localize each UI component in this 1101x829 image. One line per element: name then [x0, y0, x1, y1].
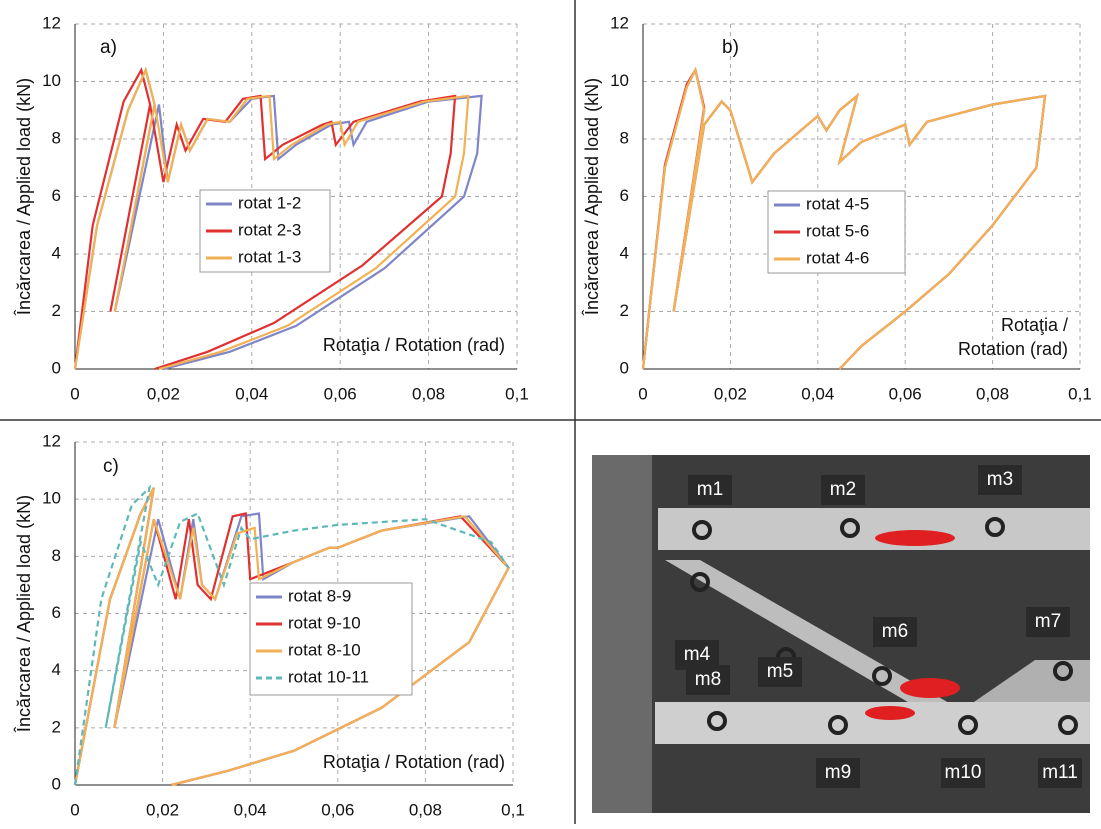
y-axis-label: Încărcarea / Applied load (kN) [14, 495, 34, 733]
panel-label: b) [722, 37, 739, 58]
y-tick-label: 4 [52, 243, 61, 262]
x-tick-label: 0 [638, 384, 647, 403]
y-tick-label: 6 [620, 186, 629, 205]
y-tick-label: 2 [620, 301, 629, 320]
legend-label: rotat 4-5 [806, 194, 869, 213]
marker-label: m3 [987, 469, 1013, 490]
marker-label-bg [978, 465, 1022, 495]
x-tick-label: 0,08 [412, 384, 445, 403]
x-tick-label: 0 [70, 384, 79, 403]
marker-label: m5 [767, 661, 793, 682]
marker-label-bg [816, 758, 860, 788]
marker-label: m10 [945, 762, 982, 783]
marker-label-bg [941, 758, 985, 788]
marker-label-bg [686, 665, 730, 695]
x-tick-label: 0,08 [976, 384, 1009, 403]
marker-label: m9 [825, 762, 851, 783]
marker-label-bg [873, 617, 917, 647]
y-tick-label: 6 [52, 186, 61, 205]
series-line [641, 66, 1047, 370]
x-axis-label: Rotaţia / [1001, 315, 1068, 335]
x-tick-label: 0,1 [505, 384, 529, 403]
y-tick-label: 0 [52, 774, 61, 793]
y-tick-label: 10 [42, 71, 61, 90]
photo [592, 455, 1090, 813]
x-tick-label: 0,04 [234, 800, 267, 819]
marker-label-bg [821, 475, 865, 505]
y-tick-label: 8 [52, 128, 61, 147]
legend-label: rotat 1-3 [238, 247, 301, 266]
marker-label-bg [688, 475, 732, 505]
series-line [73, 67, 457, 371]
y-tick-label: 8 [620, 128, 629, 147]
x-tick-label: 0,06 [889, 384, 922, 403]
x-tick-label: 0,08 [409, 800, 442, 819]
x-tick-label: 0 [70, 800, 79, 819]
marker-label-bg [758, 657, 802, 687]
y-tick-label: 8 [52, 546, 61, 565]
series-line [73, 66, 470, 371]
y-tick-label: 10 [610, 71, 629, 90]
x-axis-label: Rotaţia / Rotation (rad) [323, 335, 505, 355]
panel-label: c) [103, 456, 119, 477]
marker-label: m4 [684, 644, 711, 665]
marker-label: m2 [830, 479, 856, 500]
x-tick-label: 0,04 [235, 384, 268, 403]
y-tick-label: 4 [52, 660, 61, 679]
y-tick-label: 12 [610, 13, 629, 32]
panel-label: a) [100, 37, 117, 58]
y-tick-label: 12 [42, 431, 61, 450]
series-line [73, 487, 510, 787]
marker-label: m8 [695, 669, 721, 690]
y-tick-label: 2 [52, 717, 61, 736]
x-tick-label: 0,06 [321, 800, 354, 819]
x-tick-label: 0,1 [1068, 384, 1092, 403]
x-tick-label: 0,02 [146, 800, 179, 819]
y-tick-label: 10 [42, 489, 61, 508]
y-tick-label: 4 [620, 243, 629, 262]
x-tick-label: 0,1 [501, 800, 525, 819]
x-tick-label: 0,06 [324, 384, 357, 403]
legend-label: rotat 8-9 [288, 586, 351, 605]
marker-label: m6 [882, 621, 908, 642]
x-tick-label: 0,04 [801, 384, 834, 403]
legend-label: rotat 8-10 [288, 640, 361, 659]
y-tick-label: 12 [42, 13, 61, 32]
legend-label: rotat 4-6 [806, 248, 869, 267]
legend-label: rotat 1-2 [238, 193, 301, 212]
marker-label-bg [1026, 607, 1070, 637]
legend-box [249, 582, 413, 696]
x-tick-label: 0,02 [714, 384, 747, 403]
x-axis-label: Rotation (rad) [958, 339, 1068, 359]
series-line [73, 484, 510, 786]
marker-label: m11 [1042, 762, 1078, 783]
x-tick-label: 0,02 [147, 384, 180, 403]
x-axis-label: Rotaţia / Rotation (rad) [323, 752, 505, 772]
y-axis-label: Încărcarea / Applied load (kN) [582, 78, 602, 316]
marker-label: m7 [1035, 611, 1061, 632]
legend-label: rotat 9-10 [288, 613, 361, 632]
y-axis-label: Încărcarea / Applied load (kN) [14, 78, 34, 316]
marker-label: m1 [697, 479, 723, 500]
y-tick-label: 0 [620, 358, 629, 377]
marker-label-bg [1038, 758, 1082, 788]
y-tick-label: 2 [52, 301, 61, 320]
legend-label: rotat 2-3 [238, 220, 301, 239]
y-tick-label: 0 [52, 358, 61, 377]
legend-label: rotat 5-6 [806, 221, 869, 240]
legend-label: rotat 10-11 [288, 667, 369, 686]
y-tick-label: 6 [52, 603, 61, 622]
